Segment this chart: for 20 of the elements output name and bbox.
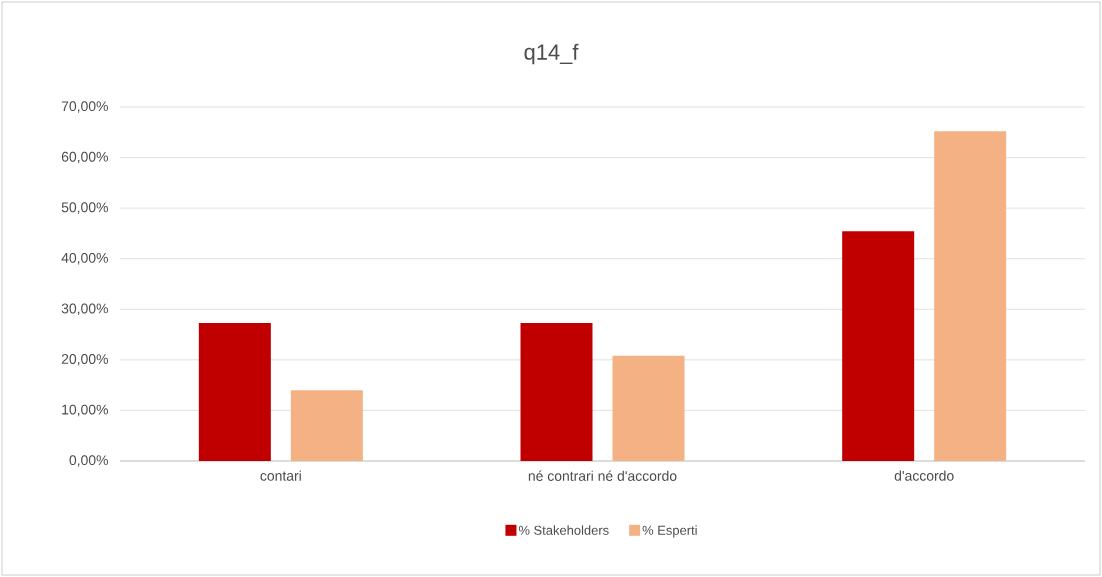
bar: [520, 323, 593, 461]
y-tick-label: 10,00%: [62, 404, 108, 417]
chart-title: q14_f: [524, 43, 579, 65]
bar: [612, 355, 685, 461]
bar: [842, 231, 915, 461]
x-tick-label: d'accordo: [894, 470, 954, 481]
y-tick-label: 20,00%: [61, 354, 108, 366]
bar: [290, 390, 363, 461]
y-tick-label: 70,00%: [61, 101, 108, 113]
x-tick-label: contari: [260, 470, 301, 481]
legend-label: % Esperti: [642, 525, 697, 538]
y-tick-label: 50,00%: [61, 202, 108, 214]
x-tick-label: né contrari né d'accordo: [528, 470, 677, 481]
bar: [934, 131, 1007, 461]
legend-label: % Stakeholders: [518, 525, 609, 535]
y-tick-label: 40,00%: [61, 252, 108, 265]
y-tick-label: 60,00%: [61, 151, 108, 164]
y-tick-label: 30,00%: [61, 303, 108, 316]
y-tick-label: 0,00%: [69, 455, 108, 467]
bar: [198, 323, 271, 461]
